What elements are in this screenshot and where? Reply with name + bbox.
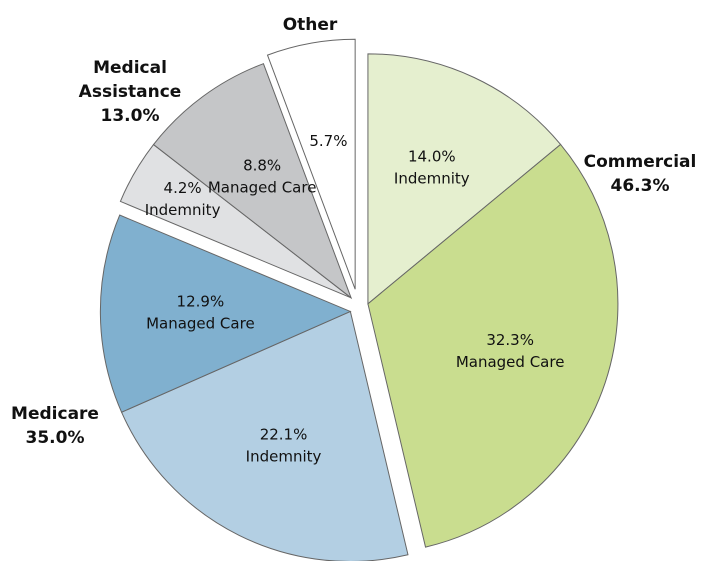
- group-label-line: Medical: [93, 58, 167, 78]
- group-label: Commercial: [584, 152, 697, 172]
- slice-value-label: 4.2%: [164, 179, 202, 197]
- group-label: Medicare: [11, 404, 99, 424]
- slice-category-label: Indemnity: [246, 447, 322, 465]
- slice-category-label: Managed Care: [208, 179, 317, 197]
- slice-category-label: Managed Care: [456, 353, 565, 371]
- slice-value-label: 32.3%: [486, 331, 534, 349]
- pie-slice: [152, 63, 353, 300]
- group-label: Medical Assistance: [79, 58, 182, 102]
- group-total-label: 13.0%: [101, 106, 160, 126]
- slice-category-label: Indemnity: [145, 201, 221, 219]
- slice-value-label: 8.8%: [243, 157, 281, 175]
- pie-slice: [99, 214, 352, 413]
- slice-value-label: 22.1%: [260, 425, 308, 443]
- slice-value-label: 14.0%: [408, 148, 456, 166]
- slice-value-label: 5.7%: [309, 132, 347, 150]
- pie-slice: [367, 53, 562, 305]
- group-total-label: 35.0%: [26, 428, 85, 448]
- slice-category-label: Indemnity: [394, 170, 470, 188]
- pie-slice: [266, 38, 356, 290]
- group-label-line: Assistance: [79, 82, 182, 102]
- pie-slice: [367, 143, 619, 548]
- slice-category-label: Managed Care: [146, 314, 255, 332]
- group-total-label: 46.3%: [611, 176, 670, 196]
- slice-value-label: 12.9%: [177, 292, 225, 310]
- group-label: Other: [283, 15, 338, 35]
